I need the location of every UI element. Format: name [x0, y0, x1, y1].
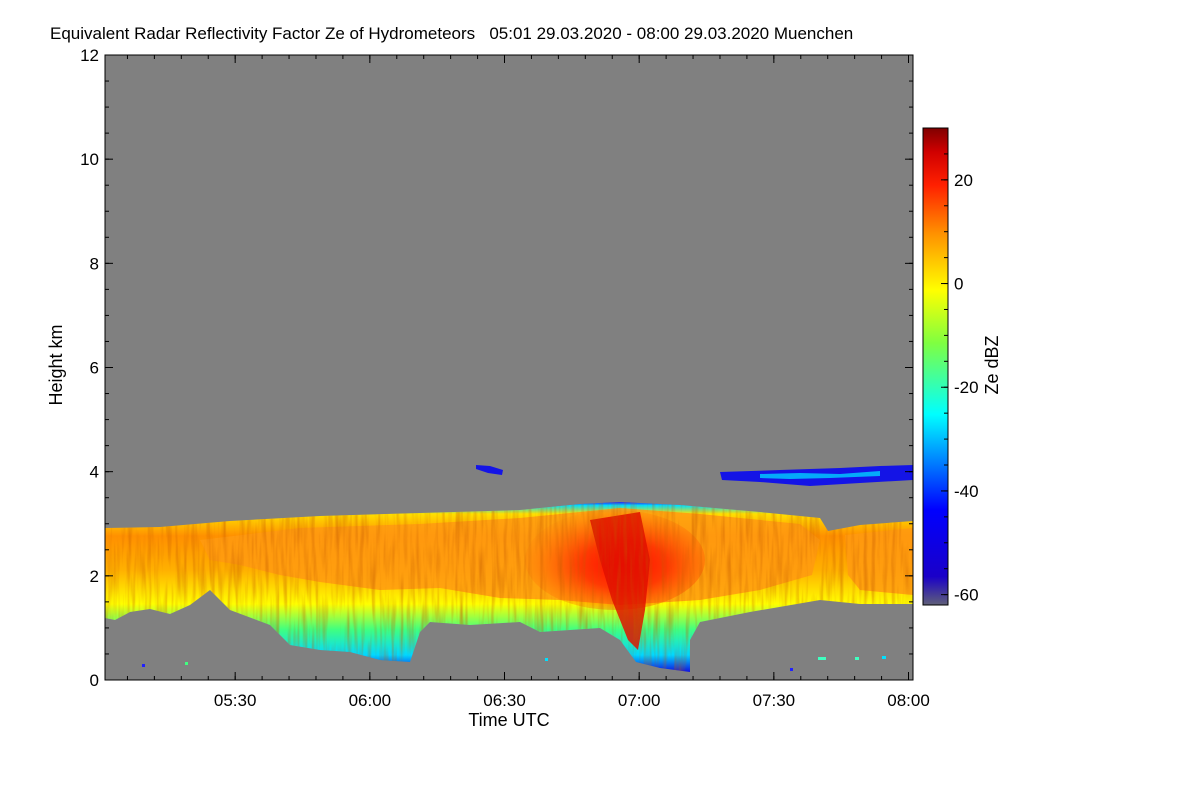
- x-tick-label: 05:30: [214, 691, 257, 710]
- x-axis: 05:30 06:00 06:30 07:00 07:30 08:00: [126, 55, 930, 710]
- y-tick-label: 12: [80, 46, 99, 65]
- y-axis: 0 2 4 6 8 10 12: [80, 46, 913, 690]
- ground-echo: [818, 657, 826, 660]
- y-tick-label: 4: [90, 463, 99, 482]
- echo-texture: [105, 502, 913, 672]
- colorbar-axis: 20 0 -20 -40 -60: [941, 127, 979, 605]
- x-tick-label: 06:30: [483, 691, 526, 710]
- colorbar-tick-label: -60: [954, 586, 979, 605]
- colorbar-tick-label: 20: [954, 171, 973, 190]
- y-tick-label: 0: [90, 671, 99, 690]
- ground-echo: [185, 662, 188, 665]
- colorbar-tick-label: -20: [954, 378, 979, 397]
- x-tick-label: 06:00: [349, 691, 392, 710]
- y-tick-label: 10: [80, 150, 99, 169]
- ground-echo: [545, 658, 548, 661]
- ground-echo: [855, 657, 859, 660]
- echo-layer-upper-east-inner: [760, 471, 880, 479]
- x-axis-label: Time UTC: [468, 710, 549, 730]
- colorbar: [922, 127, 949, 606]
- chart-title: Equivalent Radar Reflectivity Factor Ze …: [50, 24, 853, 43]
- y-tick-label: 2: [90, 567, 99, 586]
- ground-echo: [790, 668, 793, 671]
- x-tick-label: 07:30: [753, 691, 796, 710]
- colorbar-tick-label: 0: [954, 275, 963, 294]
- colorbar-label: Ze dBZ: [982, 335, 1002, 394]
- colorbar-tick-label: -40: [954, 482, 979, 501]
- echo-patch-upper: [476, 465, 503, 475]
- ground-echo: [882, 656, 886, 659]
- y-tick-label: 8: [90, 254, 99, 273]
- ground-echo: [142, 664, 145, 667]
- y-axis-label: Height km: [46, 324, 66, 405]
- y-tick-label: 6: [90, 359, 99, 378]
- x-tick-label: 07:00: [618, 691, 661, 710]
- x-tick-label: 08:00: [887, 691, 930, 710]
